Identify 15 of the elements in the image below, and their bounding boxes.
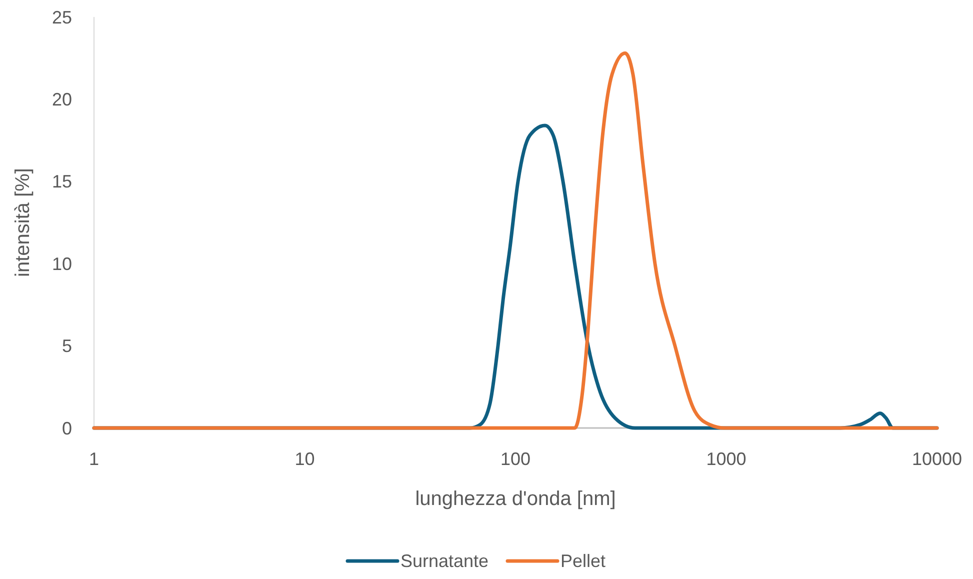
legend-label: Pellet xyxy=(560,551,606,571)
x-tick-label: 10000 xyxy=(912,449,962,469)
y-tick-label: 25 xyxy=(52,7,72,28)
y-tick-label: 10 xyxy=(52,254,72,274)
y-tick-label: 20 xyxy=(52,90,72,110)
x-tick-label: 1 xyxy=(88,449,100,469)
x-tick-label: 10 xyxy=(294,449,315,469)
y-axis-title: intensità [%] xyxy=(12,168,34,277)
y-tick-label: 15 xyxy=(52,172,72,192)
x-axis-title: lunghezza d'onda [nm] xyxy=(415,488,616,510)
x-tick-label: 1000 xyxy=(706,449,746,469)
y-tick-label: 0 xyxy=(62,418,72,438)
y-tick-label: 5 xyxy=(62,336,72,356)
legend-label: Surnatante xyxy=(400,551,489,571)
x-tick-label: 100 xyxy=(500,449,531,469)
